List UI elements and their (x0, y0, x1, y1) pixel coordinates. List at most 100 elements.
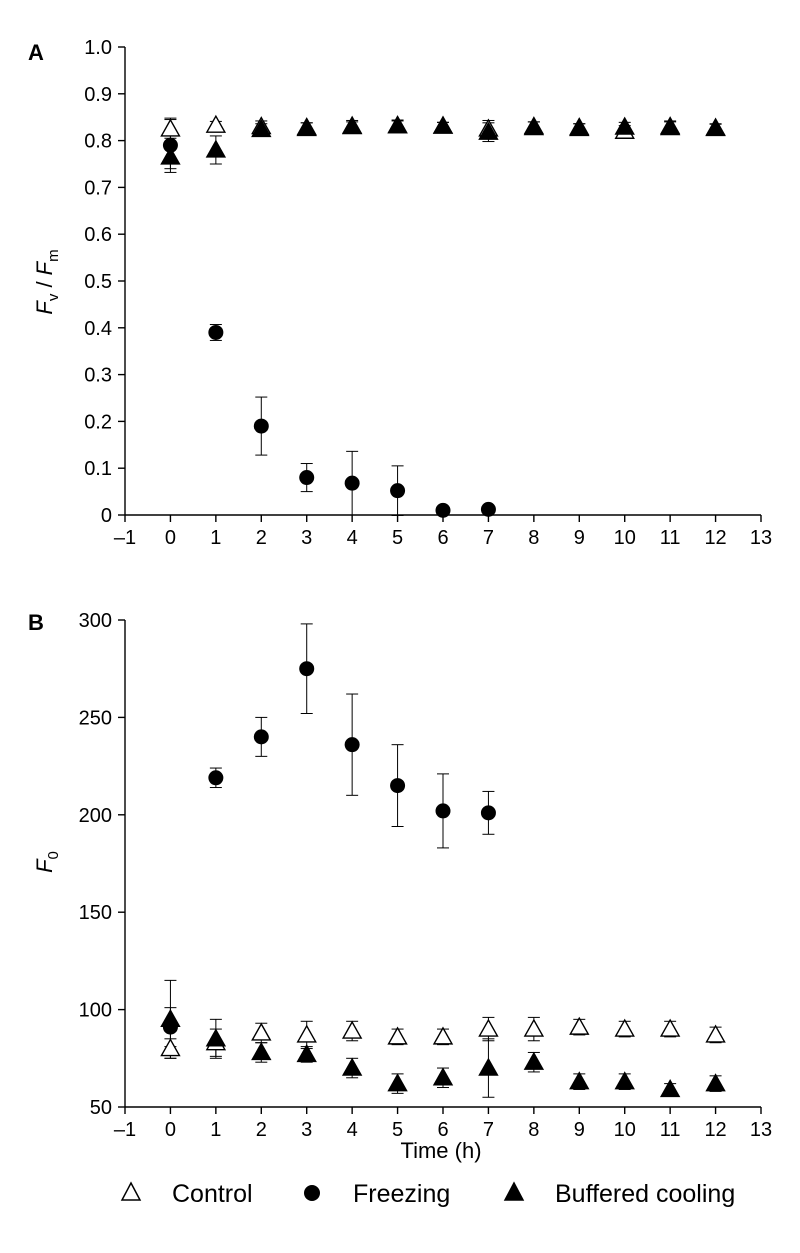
panel-a-y-tick-label: 0.8 (84, 131, 112, 153)
panel-b-x-tick-label: 4 (347, 1119, 358, 1141)
panel-b-x-tick-label: 1 (210, 1119, 221, 1141)
panel-a-x-tick-label: 0 (165, 527, 176, 549)
panel-a-control-point (205, 114, 227, 133)
panel-b-buffered-cooling-point (160, 1008, 181, 1028)
panel-a-x-tick-label: 3 (301, 527, 312, 549)
panel-b-buffered-cooling-point (478, 1057, 499, 1076)
panel-a: A Fv / Fm –1 0 1 2 3 4 5 6 7 8 9 10 11 12 1300.10.20.3… (28, 37, 772, 549)
legend: Control Freezing Buffered cooling (120, 1180, 735, 1208)
panel-b-x-tick-label: 13 (750, 1119, 772, 1141)
panel-b-buffered-cooling-point (659, 1079, 681, 1098)
panel-a-buffered-cooling-point (296, 118, 317, 137)
panel-b-x-tick-label: 7 (483, 1119, 494, 1141)
panel-b: B F0 Time (h) –1 0 1 2 3 4 5 6 7 8 9 10 11 12 13501001… (28, 610, 772, 1163)
panel-b-freezing-point (253, 729, 269, 745)
panel-a-freezing-point (208, 324, 224, 340)
panel-b-control-point (569, 1016, 590, 1035)
panel-a-x-tick-label: 6 (437, 527, 448, 549)
panel-a-x-tick-label: –1 (114, 527, 136, 549)
panel-b-buffered-cooling-point (296, 1043, 317, 1063)
panel-a-y-tick-label: 0.3 (84, 365, 112, 387)
panel-b-control-point (341, 1020, 363, 1039)
panel-a-x-tick-label: 4 (347, 527, 358, 549)
legend-marker-freezing (304, 1185, 320, 1201)
panel-b-freezing-point (299, 661, 315, 677)
panel-a-x-tick-label: 5 (392, 527, 403, 549)
panel-b-x-tick-label: 2 (256, 1119, 267, 1141)
panel-b-x-tick-label: 8 (528, 1119, 539, 1141)
panel-a-freezing-point (480, 501, 496, 517)
panel-a-x-tick-label: 7 (483, 527, 494, 549)
panel-b-buffered-cooling-point (432, 1067, 454, 1086)
panel-b-buffered-cooling-point (251, 1042, 272, 1061)
panel-a-axes: –1 0 1 2 3 4 5 6 7 8 9 10 11 12 1300.10.20.30.40.50.60… (84, 37, 772, 549)
panel-a-buffered-cooling-point (705, 118, 726, 137)
panel-a-y-tick-label: 0.5 (84, 271, 112, 293)
panel-a-y-tick-label: 0.9 (84, 84, 112, 106)
panel-b-control-point (659, 1018, 681, 1037)
panel-b-x-tick-label: 10 (614, 1119, 636, 1141)
panel-b-y-tick-label: 50 (90, 1097, 112, 1119)
panel-b-x-tick-label: 5 (392, 1119, 403, 1141)
panel-b-buffered-cooling-point (205, 1028, 227, 1047)
panel-a-x-tick-label: 2 (256, 527, 267, 549)
panel-b-y-tick-label: 200 (79, 805, 112, 827)
panel-b-control-point (296, 1024, 317, 1043)
panel-a-buffered-cooling-point (659, 116, 681, 135)
panel-b-buffered-cooling-point (705, 1073, 726, 1092)
panel-a-x-tick-label: 13 (750, 527, 772, 549)
panel-a-x-tick-label: 8 (528, 527, 539, 549)
legend-item-freezing: Freezing (304, 1180, 450, 1208)
panel-b-control-point (614, 1018, 635, 1037)
panel-a-freezing-point (253, 418, 269, 434)
panel-a-freezing-point (344, 475, 360, 491)
panel-a-buffered-cooling-point (614, 116, 635, 135)
panel-a-y-tick-label: 0 (101, 505, 112, 527)
panel-b-buffered-cooling-point (523, 1051, 545, 1070)
panel-a-y-tick-label: 0.4 (84, 318, 112, 340)
panel-b-control-point (160, 1038, 181, 1057)
legend-item-buffered-cooling: Buffered cooling (503, 1180, 735, 1208)
panel-b-control-point (251, 1022, 272, 1041)
panel-b-x-tick-label: 11 (660, 1119, 681, 1141)
panel-a-y-tick-label: 1.0 (84, 37, 112, 59)
panel-b-freezing-point (480, 805, 496, 821)
panel-b-y-axis-label: F0 (32, 851, 62, 873)
panel-b-buffered-cooling-point (341, 1057, 363, 1076)
panel-b-y-tick-label: 100 (79, 1000, 112, 1022)
panel-b-x-tick-label: –1 (114, 1119, 136, 1141)
panel-a-buffered-cooling-point (432, 115, 454, 134)
panel-a-x-tick-label: 11 (660, 527, 681, 549)
legend-marker-control (120, 1181, 142, 1201)
panel-b-control-point (705, 1024, 726, 1043)
panel-a-buffered-cooling-point (387, 115, 408, 134)
panel-b-control-point (478, 1018, 499, 1037)
legend-label-control: Control (172, 1180, 253, 1208)
panel-a-buffered-cooling-point (251, 118, 272, 138)
legend-label-buffered-cooling: Buffered cooling (555, 1180, 735, 1208)
panel-b-x-tick-label: 0 (165, 1119, 176, 1141)
panel-a-buffered-cooling-point (341, 115, 363, 134)
panel-a-freezing-point (390, 483, 406, 499)
panel-a-y-axis-label: Fv / Fm (32, 249, 62, 314)
panel-b-x-tick-label: 9 (574, 1119, 585, 1141)
panel-a-y-tick-label: 0.1 (84, 458, 112, 480)
panel-a-freezing-point (299, 470, 315, 486)
panel-b-y-tick-label: 250 (79, 707, 112, 729)
panel-a-label: A (28, 40, 44, 65)
panel-b-control-point (387, 1026, 408, 1045)
panel-a-y-tick-label: 0.2 (84, 411, 112, 433)
panel-a-buffered-cooling-point (523, 117, 545, 136)
panel-a-marks (160, 114, 726, 518)
panel-b-x-axis-label: Time (h) (400, 1138, 481, 1163)
panel-b-buffered-cooling-point (569, 1071, 590, 1090)
panel-b-control-point (523, 1018, 545, 1037)
panel-b-control-point (432, 1026, 454, 1045)
panel-b-y-tick-label: 150 (79, 902, 112, 924)
panel-b-x-tick-label: 3 (301, 1119, 312, 1141)
panel-a-freezing-point (162, 137, 178, 153)
panel-a-y-tick-label: 0.7 (84, 177, 112, 199)
panel-a-x-tick-label: 12 (704, 527, 726, 549)
